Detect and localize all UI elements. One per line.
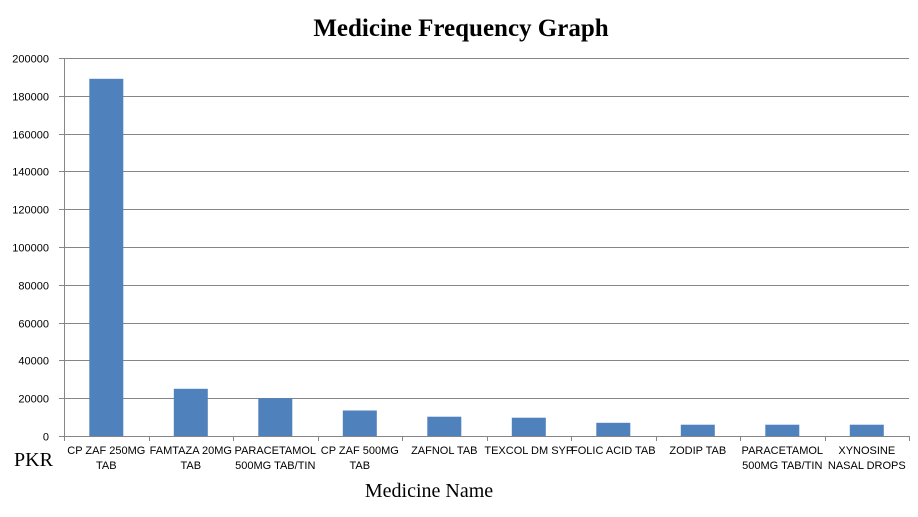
y-tick-label: 200000 xyxy=(12,54,49,66)
bar xyxy=(427,416,462,436)
bar xyxy=(173,388,208,437)
x-category-label: PARACETAMOL 500MG TAB/TIN xyxy=(742,445,824,472)
bar xyxy=(258,398,293,436)
y-tick-labels: 0 20000 40000 60000 80000 100000 120000 140000 1… xyxy=(12,54,49,444)
x-category-label: ZODIP TAB xyxy=(669,445,726,457)
y-tick-label: 120000 xyxy=(12,205,49,217)
y-tick-label: 140000 xyxy=(12,167,49,179)
x-category-label: TEXCOL DM SYP xyxy=(484,445,573,457)
y-tick-label: 40000 xyxy=(18,356,49,368)
x-category-label: FOLIC ACID TAB xyxy=(571,445,656,457)
x-category-label: ZAFNOL TAB xyxy=(411,445,477,457)
x-category-label: PARACETAMOL 500MG TAB/TIN xyxy=(235,445,317,472)
bar xyxy=(89,78,124,437)
gridlines xyxy=(59,58,909,437)
y-tick-label: 80000 xyxy=(18,281,49,293)
y-tick-label: 100000 xyxy=(12,243,49,255)
y-tick-label: 160000 xyxy=(12,130,49,142)
bar xyxy=(680,424,715,436)
chart-title: Medicine Frequency Graph xyxy=(313,15,608,42)
y-tick-label: 180000 xyxy=(12,92,49,104)
bar xyxy=(765,424,800,436)
bar xyxy=(511,417,546,436)
y-axis-title: PKR xyxy=(14,449,54,471)
x-category-label: CP ZAF 250MG TAB xyxy=(67,445,145,472)
x-category-label: CP ZAF 500MG TAB xyxy=(321,445,399,472)
bar xyxy=(342,410,377,436)
y-tick-label: 20000 xyxy=(18,394,49,406)
x-category-label: XYNOSINE NASAL DROPS xyxy=(828,445,906,472)
x-category-label: FAMTAZA 20MG TAB xyxy=(150,445,232,472)
y-tick-label: 60000 xyxy=(18,319,49,331)
bars xyxy=(89,78,884,437)
x-axis-title: Medicine Name xyxy=(365,480,493,502)
bar xyxy=(596,422,631,436)
y-tick-label: 0 xyxy=(43,432,49,444)
bar xyxy=(849,424,884,436)
